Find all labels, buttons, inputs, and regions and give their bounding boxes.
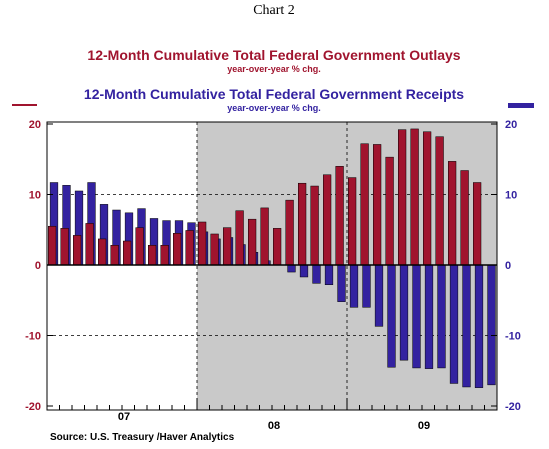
outlays-bar [248, 218, 257, 266]
outlays-bar [448, 161, 457, 266]
outlays-bar [423, 131, 432, 266]
outlays-bar [385, 156, 394, 266]
left-tick-label: 10 [29, 190, 41, 202]
outlays-bar [273, 228, 282, 266]
outlays-series-title: 12-Month Cumulative Total Federal Govern… [87, 47, 460, 63]
receipts-series-title: 12-Month Cumulative Total Federal Govern… [84, 86, 464, 102]
outlays-bar [85, 223, 94, 266]
receipts-bar [374, 264, 384, 327]
right-tick-label: -20 [505, 401, 521, 413]
receipts-bar [474, 264, 484, 388]
outlays-bar [148, 245, 157, 266]
receipts-bar [337, 264, 346, 302]
outlays-bar [310, 185, 319, 266]
outlays-bar [173, 233, 182, 266]
left-tick-label: 0 [35, 260, 41, 272]
bars [48, 128, 496, 388]
right-tick-label: 0 [505, 260, 511, 272]
receipts-bar [312, 264, 321, 284]
receipts-legend-swatch [508, 103, 534, 108]
receipts-bar [437, 264, 446, 369]
source-note: Source: U.S. Treasury /Haver Analytics [50, 432, 235, 443]
outlays-bar [223, 227, 232, 266]
outlays-bar [360, 143, 369, 266]
receipts-bar [399, 264, 409, 361]
axes: 20 20 10 10 0 0 -10 -10 -20 -20 [25, 119, 521, 413]
outlays-bar [185, 230, 194, 266]
outlays-bar [335, 166, 344, 266]
outlays-bar [323, 174, 332, 266]
receipts-bar [449, 264, 459, 384]
outlays-bar [235, 210, 244, 266]
receipts-bar [462, 264, 471, 388]
left-tick-label: -10 [25, 331, 41, 343]
outlays-bar [135, 227, 144, 266]
outlays-bar [410, 128, 419, 266]
outlays-bar [460, 170, 469, 266]
x-label-08: 08 [268, 420, 280, 432]
left-tick-label: 20 [29, 119, 41, 131]
right-tick-label: 20 [505, 119, 517, 131]
receipts-bar [424, 264, 434, 369]
receipts-bar [349, 264, 359, 308]
receipts-series-subtitle: year-over-year % chg. [227, 103, 321, 113]
outlays-bar [160, 245, 169, 266]
outlays-bar [373, 144, 382, 266]
outlays-bar [210, 233, 219, 266]
receipts-bar [362, 264, 371, 308]
right-tick-label: -10 [505, 331, 521, 343]
outlays-bar [435, 136, 444, 266]
outlays-bar [110, 245, 119, 266]
x-label-07: 07 [118, 411, 130, 423]
gridlines [47, 122, 497, 410]
outlays-bar [123, 240, 132, 266]
outlays-bar [473, 182, 482, 266]
left-tick-label: -20 [25, 401, 41, 413]
receipts-bar [487, 264, 496, 386]
receipts-bar [299, 264, 309, 278]
outlays-bar [60, 228, 69, 266]
receipts-bar [412, 264, 421, 369]
outlays-series-subtitle: year-over-year % chg. [227, 64, 321, 74]
x-label-09: 09 [418, 420, 430, 432]
outlays-bar [98, 238, 107, 266]
receipts-bar [387, 264, 396, 368]
outlays-bar [285, 199, 294, 266]
receipts-bar [324, 264, 334, 285]
outlays-bar [298, 182, 307, 266]
outlays-bar [48, 225, 57, 266]
outlays-bar [198, 221, 207, 266]
outlays-bar [348, 177, 357, 266]
outlays-bar [73, 235, 82, 266]
chart-title: Chart 2 [253, 3, 295, 18]
outlays-bar [260, 207, 269, 266]
receipts-bar [287, 264, 296, 273]
right-tick-label: 10 [505, 190, 517, 202]
outlays-bar [398, 129, 407, 266]
